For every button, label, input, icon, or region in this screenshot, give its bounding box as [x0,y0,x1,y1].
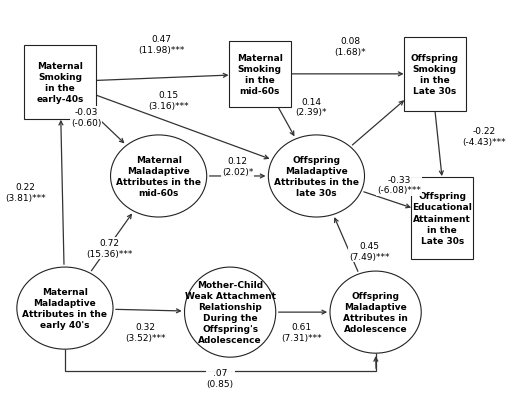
Text: 0.32
(3.52)***: 0.32 (3.52)*** [125,323,166,342]
Ellipse shape [17,267,113,349]
Text: 0.47
(11.98)***: 0.47 (11.98)*** [138,35,184,54]
Ellipse shape [268,136,365,217]
FancyBboxPatch shape [229,42,290,108]
Ellipse shape [330,271,421,353]
Text: Offspring
Educational
Attainment
in the
Late 30s: Offspring Educational Attainment in the … [412,192,472,245]
Text: Maternal
Smoking
in the
mid-60s: Maternal Smoking in the mid-60s [237,53,283,96]
Text: -0.03
(-0.60): -0.03 (-0.60) [71,108,102,128]
Ellipse shape [110,136,207,217]
Text: Mother-Child
Weak Attachment
Relationship
During the
Offspring's
Adolescence: Mother-Child Weak Attachment Relationshi… [185,280,275,345]
Text: Offspring
Maladaptive
Attributes in the
late 30s: Offspring Maladaptive Attributes in the … [274,156,359,198]
Text: 0.15
(3.16)***: 0.15 (3.16)*** [148,91,189,110]
Text: -0.22
(-4.43)***: -0.22 (-4.43)*** [462,127,506,146]
Text: 0.14
(2.39)*: 0.14 (2.39)* [295,98,327,117]
FancyBboxPatch shape [404,38,466,112]
Text: 0.61
(7.31)***: 0.61 (7.31)*** [281,323,322,342]
Text: 0.08
(1.68)*: 0.08 (1.68)* [334,37,366,56]
Text: Offspring
Smoking
in the
Late 30s: Offspring Smoking in the Late 30s [411,53,459,96]
Text: 0.22
(3.81)***: 0.22 (3.81)*** [5,183,46,202]
Text: .07
(0.85): .07 (0.85) [207,369,234,388]
FancyBboxPatch shape [411,177,473,260]
Text: Offspring
Maladaptive
Attributes in
Adolescence: Offspring Maladaptive Attributes in Adol… [343,291,408,333]
Text: 0.45
(7.49)***: 0.45 (7.49)*** [349,241,390,261]
FancyBboxPatch shape [24,46,96,119]
Text: 0.72
(15.36)***: 0.72 (15.36)*** [86,239,132,258]
Ellipse shape [185,267,276,357]
Text: Maternal
Maladaptive
Attributes in the
early 40's: Maternal Maladaptive Attributes in the e… [23,287,107,329]
Text: -0.33
(-6.08)***: -0.33 (-6.08)*** [377,176,421,195]
Text: Maternal
Smoking
in the
early-40s: Maternal Smoking in the early-40s [36,62,84,104]
Text: 0.12
(2.02)*: 0.12 (2.02)* [222,157,253,176]
Text: Maternal
Maladaptive
Attributes in the
mid-60s: Maternal Maladaptive Attributes in the m… [116,156,201,198]
